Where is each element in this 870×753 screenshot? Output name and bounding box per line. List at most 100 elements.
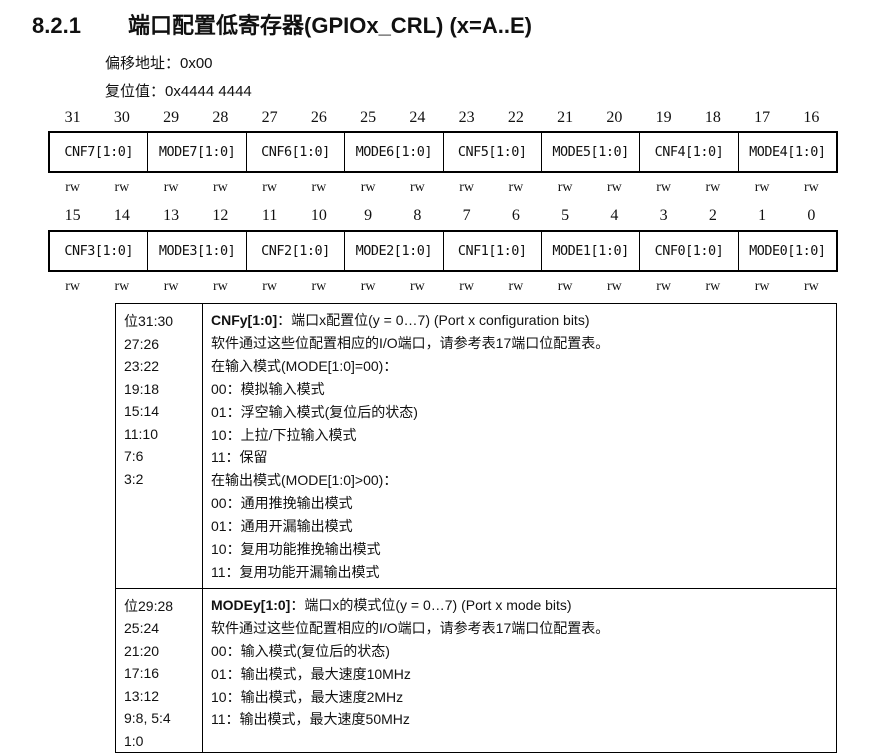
access-label: rw [606,180,622,195]
register-field: CNF1[1:0] [442,232,541,270]
section-title-text: 端口配置低寄存器(GPIOx_CRL) (x=A..E) [128,13,532,38]
bit-range: 19:18 [124,380,160,397]
access-label: rw [163,279,179,294]
description-line: 在输入模式(MODE[1:0]=00)： [211,357,398,374]
register-field: MODE5[1:0] [540,133,639,171]
access-label: rw [212,279,228,294]
field-summary: ：端口x配置位(y = 0…7) (Port x configuration b… [277,312,590,328]
description-line: 软件通过这些位配置相应的I/O端口，请参考表17端口位配置表。 [211,619,610,636]
field-name: CNFy[1:0] [211,312,278,328]
register-field: MODE6[1:0] [344,133,442,171]
bit-number: 14 [113,207,130,224]
bit-numbers-low: 15 14 13 12 11 10 9 8 7 6 5 4 3 2 1 0 [48,207,836,225]
bit-number: 27 [261,109,278,126]
register-field: CNF2[1:0] [245,232,344,270]
bit-range: 位29:28 [124,597,174,614]
access-label: rw [656,180,672,195]
access-label: rw [705,180,721,195]
offset-address: 偏移地址：0x00 [105,55,213,72]
bit-number: 10 [310,207,327,224]
bit-range: 21:20 [124,642,160,659]
bit-number: 21 [557,109,574,126]
register-field: CNF4[1:0] [639,133,737,171]
bit-range: 15:14 [124,403,160,419]
access-label: rw [803,180,819,195]
access-label: rw [459,180,475,195]
register-field: MODE0[1:0] [737,232,836,270]
bit-number: 17 [754,109,771,126]
access-label: rw [114,180,130,195]
access-label: rw [114,279,130,294]
bit-range: 7:6 [124,448,144,464]
bit-number: 15 [64,207,81,224]
section-number: 8.2.1 [32,13,81,38]
bit-number: 29 [163,109,180,126]
field-name: MODEy[1:0] [211,596,291,613]
register-field: CNF3[1:0] [64,243,134,259]
bit-number: 12 [212,207,229,224]
description-line: 10：复用功能推挽输出模式 [211,541,381,558]
bit-number: 11 [261,207,278,224]
access-label: rw [163,180,179,195]
access-label: rw [606,279,622,294]
access-label: rw [262,180,278,195]
bit-number: 26 [310,109,327,126]
register-fields-high: CNF7[1:0] MODE7[1:0] CNF6[1:0] MODE6[1:0] CN… [48,131,838,173]
bit-number: 5 [561,207,570,224]
bit-number: 28 [212,109,229,126]
bit-range: 17:16 [124,665,160,682]
description-line: 01：输出模式，最大速度10MHz [211,665,411,682]
bit-number: 23 [458,109,475,126]
section-title: 8.2.1 端口配置低寄存器(GPIOx_CRL) (x=A..E) [32,8,532,40]
description-line: 10：上拉/下拉输入模式 [211,426,357,443]
access-label: rw [459,279,475,294]
description-line: 01：通用开漏输出模式 [211,518,353,535]
field-heading: MODEy[1:0]：端口x的模式位(y = 0…7) (Port x mode… [211,594,836,617]
bit-number: 19 [655,109,672,126]
access-label: rw [508,180,524,195]
bit-number: 30 [113,109,130,126]
register-field: CNF7[1:0] [64,144,134,160]
description-line: 在输出模式(MODE[1:0]>00)： [211,472,398,489]
description-row: 位31:30 27:26 23:22 19:18 15:14 11:10 7:6 3:2 CNF… [116,304,836,589]
access-label: rw [65,279,81,294]
bit-number: 9 [364,207,373,224]
register-field: CNF5[1:0] [442,133,541,171]
bit-range: 13:12 [124,687,160,704]
access-label: rw [360,180,376,195]
register-field: MODE1[1:0] [540,232,639,270]
access-label: rw [508,279,524,294]
access-label: rw [754,180,770,195]
field-heading: CNFy[1:0]：端口x配置位(y = 0…7) (Port x config… [211,309,836,332]
description-line: 11：保留 [211,449,268,466]
bit-number: 24 [409,109,426,126]
description-line: 00：通用推挽输出模式 [211,495,353,512]
bit-number: 22 [507,109,524,126]
access-label: rw [65,180,81,195]
bit-number: 6 [511,207,520,224]
register-fields-low: CNF3[1:0] MODE3[1:0] CNF2[1:0] MODE2[1:0] CN… [48,230,838,272]
access-low: rw rw rw rw rw rw rw rw rw rw rw rw rw rw rw rw [48,279,836,295]
bit-range: 1:0 [124,732,144,749]
bit-description-table: 位31:30 27:26 23:22 19:18 15:14 11:10 7:6 3:2 CNF… [115,303,837,753]
bit-number: 1 [758,207,767,224]
description-line: 11：复用功能开漏输出模式 [211,563,380,580]
description-line: 10：输出模式，最大速度2MHz [211,688,404,705]
bit-range-cell: 位29:28 25:24 21:20 17:16 13:12 9:8, 5:4 1:0 [116,588,203,753]
bit-number: 25 [360,109,377,126]
access-high: rw rw rw rw rw rw rw rw rw rw rw rw rw rw rw rw [48,180,836,196]
bit-number: 0 [807,207,816,224]
bit-number: 13 [163,207,180,224]
bit-range: 23:22 [124,358,160,374]
field-summary: ：端口x的模式位(y = 0…7) (Port x mode bits) [290,596,572,613]
bit-number: 20 [606,109,623,126]
access-label: rw [705,279,721,294]
register-field: MODE2[1:0] [344,232,442,270]
bit-range: 11:10 [124,425,158,442]
access-label: rw [754,279,770,294]
bit-range: 位31:30 [124,313,174,329]
access-label: rw [262,279,278,294]
bit-number: 8 [413,207,422,224]
access-label: rw [311,279,327,294]
access-label: rw [212,180,228,195]
